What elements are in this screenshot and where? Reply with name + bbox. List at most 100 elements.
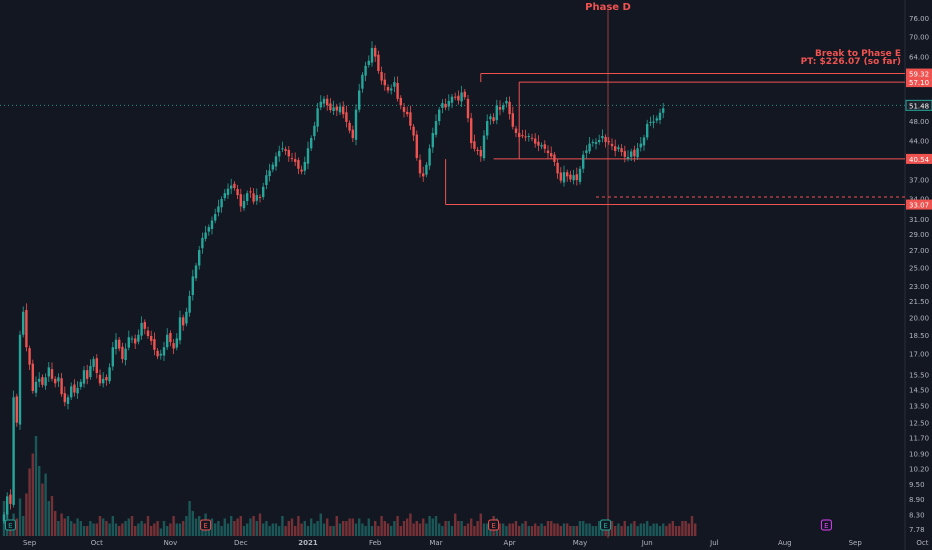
candle-body <box>364 65 367 76</box>
volume-bar <box>198 516 201 536</box>
candle-body <box>329 103 332 111</box>
volume-bar <box>412 523 415 536</box>
volume-bar <box>585 523 588 536</box>
candle-body <box>553 154 556 162</box>
candle-body <box>518 133 521 137</box>
time-tick-label: Oct <box>91 539 103 547</box>
candle-body <box>428 148 431 166</box>
volume-bar <box>98 516 102 536</box>
candle-body <box>198 250 201 266</box>
volume-bar <box>652 523 655 536</box>
candle-body <box>338 106 342 113</box>
volume-bar <box>271 523 274 536</box>
volume-bar <box>684 521 687 536</box>
volume-bar <box>127 518 130 536</box>
candle-body <box>450 96 454 103</box>
volume-bar <box>591 526 594 536</box>
price-tick-label: 76.00 <box>909 15 929 23</box>
volume-bar <box>335 516 338 536</box>
candle-body <box>396 83 399 99</box>
volume-bar <box>239 516 242 536</box>
earnings-marker-label: E <box>603 522 607 530</box>
candle-body <box>316 108 319 127</box>
volume-bar <box>246 523 249 536</box>
volume-bar <box>73 523 76 536</box>
volume-bar <box>505 526 508 536</box>
volume-bar <box>540 523 543 536</box>
volume-bar <box>508 523 511 536</box>
price-tick-label: 29.00 <box>909 231 929 239</box>
volume-bar <box>105 521 108 536</box>
break-label-line1: Break to Phase E <box>815 49 901 59</box>
candle-body <box>252 193 255 202</box>
candle-body <box>530 137 534 139</box>
volume-bar <box>102 518 105 536</box>
volume-bar <box>428 516 431 536</box>
volume-bar <box>476 521 479 536</box>
earnings-marker-label: E <box>8 522 12 530</box>
price-tick-label: 64.00 <box>909 54 929 62</box>
volume-bar <box>348 518 351 536</box>
volume-bar <box>226 523 230 536</box>
candle-body <box>233 183 236 189</box>
volume-bar <box>668 523 671 536</box>
candle-body <box>630 151 633 157</box>
volume-bar <box>31 453 34 536</box>
candle-body <box>79 381 82 387</box>
candle-body <box>159 353 162 356</box>
time-tick-label: Apr <box>504 539 516 547</box>
candle-body <box>361 74 364 89</box>
volume-bar <box>92 523 95 536</box>
volume-bar <box>262 523 265 536</box>
price-tick-label: 17.00 <box>909 351 929 359</box>
price-tick-label: 10.90 <box>909 450 929 458</box>
candle-body <box>566 172 569 177</box>
candle-body <box>182 317 185 326</box>
candle-body <box>15 396 18 423</box>
candle-body <box>527 135 530 137</box>
volume-bar <box>582 521 585 536</box>
candle-body <box>460 92 463 102</box>
volume-bar <box>415 521 418 536</box>
time-axis[interactable]: Sep Oct Nov Dec 2021 Feb Mar Apr May Jun Jul Aug Sep… <box>23 539 929 547</box>
candle-body <box>220 199 223 208</box>
volume-bar <box>249 518 252 536</box>
candle-body <box>463 91 466 98</box>
candle-body <box>25 309 28 348</box>
candle-body <box>479 150 482 157</box>
time-tick-label: Mar <box>429 539 442 547</box>
volume-bar <box>188 501 191 536</box>
candle-body <box>127 337 130 348</box>
price-axis[interactable]: 76.00 70.00 64.00 48.00 44.00 37.00 34.00 31.00… <box>905 15 932 534</box>
volume-bar <box>402 521 406 536</box>
candle-body <box>92 359 95 367</box>
price-tick-label: 10.20 <box>909 465 929 473</box>
volume-bar <box>258 513 262 536</box>
volume-bar <box>386 523 390 536</box>
volume-bar <box>626 526 630 536</box>
candle-body <box>578 168 582 182</box>
volume-bar <box>300 523 303 536</box>
candle-body <box>524 136 527 138</box>
volume-bar <box>636 526 639 536</box>
volume-bar <box>588 523 591 536</box>
volume-bar <box>44 473 47 536</box>
candle-body <box>105 377 108 381</box>
volume-bar <box>361 523 364 536</box>
candle-body <box>239 194 242 207</box>
volume-bar <box>594 526 598 536</box>
volume-bar <box>380 516 383 536</box>
candle-body <box>636 148 639 158</box>
volume-bar <box>268 526 271 536</box>
volume-bar <box>108 523 111 536</box>
level-badge <box>906 68 932 79</box>
volume-bar <box>617 523 620 536</box>
candle-body <box>399 97 402 106</box>
candle-body <box>73 384 76 393</box>
candle-body <box>191 276 194 296</box>
volume-bar <box>345 521 348 536</box>
volume-bar <box>374 521 377 536</box>
volume-bar <box>550 521 553 536</box>
